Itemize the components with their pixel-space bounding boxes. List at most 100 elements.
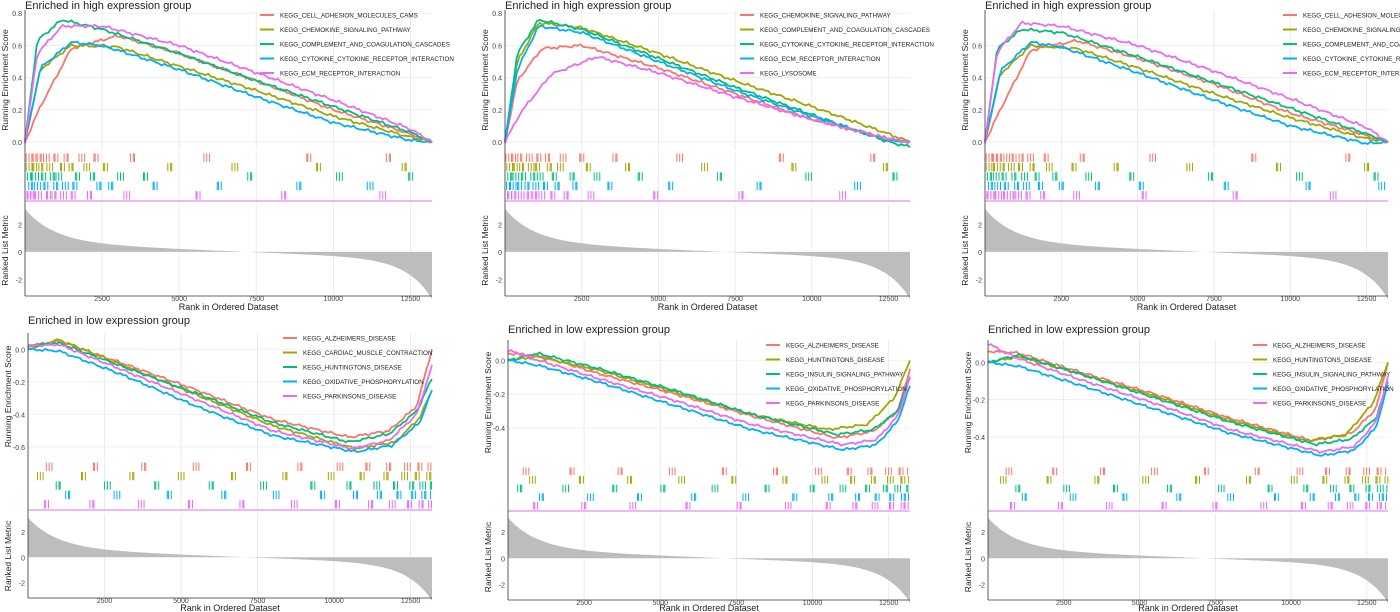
legend-label: KEGG_HUNTINGTONS_DISEASE xyxy=(786,357,885,364)
xtick-label: 2500 xyxy=(1056,600,1072,607)
es-axis-label: Running Enrichment Score xyxy=(483,351,493,453)
rank-ytick-label: 0 xyxy=(21,555,25,562)
es-line xyxy=(984,27,1389,144)
es-axis-label: Running Enrichment Score xyxy=(3,345,13,447)
es-ytick-label: 0.0 xyxy=(495,358,505,365)
rank-axis-label: Ranked List Metric xyxy=(960,215,970,286)
es-line xyxy=(507,349,911,447)
es-ytick-label: -0.2 xyxy=(973,398,985,405)
rank-axis-label: Ranked List Metric xyxy=(483,521,493,592)
rank-ytick-label: 2 xyxy=(981,530,985,537)
es-ytick-label: 0.0 xyxy=(972,140,982,147)
es-line xyxy=(27,340,433,444)
es-ytick-label: 0.6 xyxy=(492,43,502,50)
rank-ytick-label: 0 xyxy=(501,556,505,563)
panel-title: Enriched in low expression group xyxy=(508,324,670,336)
xtick-label: 12500 xyxy=(401,598,421,605)
es-line xyxy=(27,342,433,450)
legend-label: KEGG_CYTOKINE_CYTOKINE_RECEPTOR_INTERACT… xyxy=(1303,56,1400,63)
xtick-label: 12500 xyxy=(1357,296,1377,303)
es-ytick-label: 0.8 xyxy=(492,11,502,18)
legend-label: KEGG_HUNTINGTONS_DISEASE xyxy=(303,365,402,372)
legend-label: KEGG_CYTOKINE_CYTOKINE_RECEPTOR_INTERACT… xyxy=(760,42,934,49)
es-ytick-label: 0.4 xyxy=(492,76,502,83)
gsea-panel-4: Enriched in low expression group 0.0 -0.2 -… xyxy=(3,315,433,612)
es-line xyxy=(507,358,911,451)
xtick-label: 5000 xyxy=(173,598,189,605)
es-ytick-label: 0.2 xyxy=(972,108,982,115)
legend-label: KEGG_PARKINSONS_DISEASE xyxy=(786,401,879,408)
xtick-label: 7500 xyxy=(729,600,745,607)
rank-ytick-label: -2 xyxy=(979,582,985,589)
rank-ytick-label: -2 xyxy=(16,277,22,284)
ranked-metric-area xyxy=(28,517,432,601)
es-axis-label: Running Enrichment Score xyxy=(963,351,973,453)
es-line xyxy=(987,343,1389,454)
rank-axis-label: Ranked List Metric xyxy=(963,521,973,592)
es-ytick-label: -0.2 xyxy=(13,380,25,387)
es-ytick-label: -0.4 xyxy=(13,412,25,419)
rank-ytick-label: -2 xyxy=(19,581,25,588)
es-line xyxy=(504,56,911,144)
es-axis-label: Running Enrichment Score xyxy=(0,29,10,131)
xtick-label: 7500 xyxy=(1207,600,1223,607)
rank-axis-label: Ranked List Metric xyxy=(0,215,10,286)
gsea-panel-3: Enriched in high expression group 0.0 0.2 0… xyxy=(960,0,1400,312)
es-axis-label: Running Enrichment Score xyxy=(960,29,970,131)
x-axis-label: Rank in Ordered Dataset xyxy=(180,603,280,612)
panel-title: Enriched in low expression group xyxy=(988,324,1150,336)
legend-label: KEGG_ALZHEIMERS_DISEASE xyxy=(1273,343,1366,350)
legend-label: KEGG_LYSOSOME xyxy=(760,71,817,78)
panel-title: Enriched in low expression group xyxy=(28,315,190,327)
xtick-label: 12500 xyxy=(1357,600,1377,607)
es-line xyxy=(507,351,911,439)
legend-label: KEGG_INSULIN_SIGNALING_PATHWAY xyxy=(786,372,904,379)
xtick-label: 5000 xyxy=(1132,600,1148,607)
legend-label: KEGG_ECM_RECEPTOR_INTERACTION xyxy=(280,71,401,78)
es-line xyxy=(987,360,1389,457)
legend-label: KEGG_COMPLEMENT_AND_COAGULATION_CASCADES xyxy=(280,42,450,49)
es-ytick-label: -0.6 xyxy=(13,445,25,452)
rank-axis-label: Ranked List Metric xyxy=(3,520,13,591)
xtick-label: 7500 xyxy=(248,296,264,303)
x-axis-label: Rank in Ordered Dataset xyxy=(659,603,759,612)
x-axis-label: Rank in Ordered Dataset xyxy=(179,302,279,312)
xtick-label: 2500 xyxy=(97,598,113,605)
es-ytick-label: 0.6 xyxy=(972,43,982,50)
es-ytick-label: 0.8 xyxy=(12,11,22,18)
es-ytick-label: 0.6 xyxy=(12,43,22,50)
panel-title: Enriched in high expression group xyxy=(505,0,671,12)
xtick-label: 10000 xyxy=(1281,600,1301,607)
xtick-label: 5000 xyxy=(651,296,667,303)
x-axis-label: Rank in Ordered Dataset xyxy=(1138,603,1238,612)
xtick-label: 10000 xyxy=(1281,296,1301,303)
x-axis-label: Rank in Ordered Dataset xyxy=(658,302,758,312)
es-line xyxy=(504,24,911,143)
legend-label: KEGG_CYTOKINE_CYTOKINE_RECEPTOR_INTERACT… xyxy=(280,56,454,63)
es-ytick-label: 0.4 xyxy=(972,76,982,83)
rank-ytick-label: 0 xyxy=(981,556,985,563)
rank-ytick-label: -2 xyxy=(976,277,982,284)
xtick-label: 7500 xyxy=(250,598,266,605)
legend-label: KEGG_COMPLEMENT_AND_COAGULATION_CASCADES xyxy=(1303,42,1400,49)
rank-ytick-label: 2 xyxy=(18,222,22,229)
xtick-label: 5000 xyxy=(1130,296,1146,303)
es-ytick-label: 0.4 xyxy=(12,76,22,83)
es-line xyxy=(984,43,1389,143)
panel-title: Enriched in high expression group xyxy=(985,0,1151,12)
legend-label: KEGG_ECM_RECEPTOR_INTERACTION xyxy=(760,56,881,63)
xtick-label: 2500 xyxy=(576,600,592,607)
es-line xyxy=(504,18,911,149)
es-line xyxy=(27,347,433,453)
legend-label: KEGG_PARKINSONS_DISEASE xyxy=(303,394,396,401)
es-ytick-label: 0.2 xyxy=(12,108,22,115)
gsea-panel-5: Enriched in low expression group 0.0 -0.2 -… xyxy=(483,324,911,612)
ranked-metric-area xyxy=(508,517,910,603)
es-ytick-label: 0.0 xyxy=(492,140,502,147)
rank-ytick-label: 0 xyxy=(18,250,22,257)
legend-label: KEGG_ALZHEIMERS_DISEASE xyxy=(786,343,879,350)
rank-axis-label: Ranked List Metric xyxy=(480,215,490,286)
xtick-label: 2500 xyxy=(574,296,590,303)
xtick-label: 5000 xyxy=(652,600,668,607)
